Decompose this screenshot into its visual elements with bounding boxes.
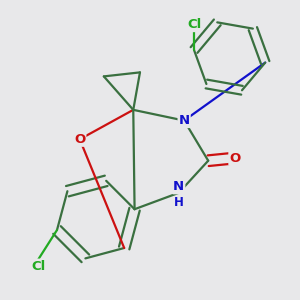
- Text: Cl: Cl: [31, 260, 45, 273]
- Text: N: N: [173, 180, 184, 193]
- Text: Cl: Cl: [187, 18, 201, 31]
- Text: N: N: [178, 114, 190, 127]
- Text: O: O: [74, 133, 85, 146]
- Text: H: H: [174, 196, 184, 209]
- Text: O: O: [230, 152, 241, 164]
